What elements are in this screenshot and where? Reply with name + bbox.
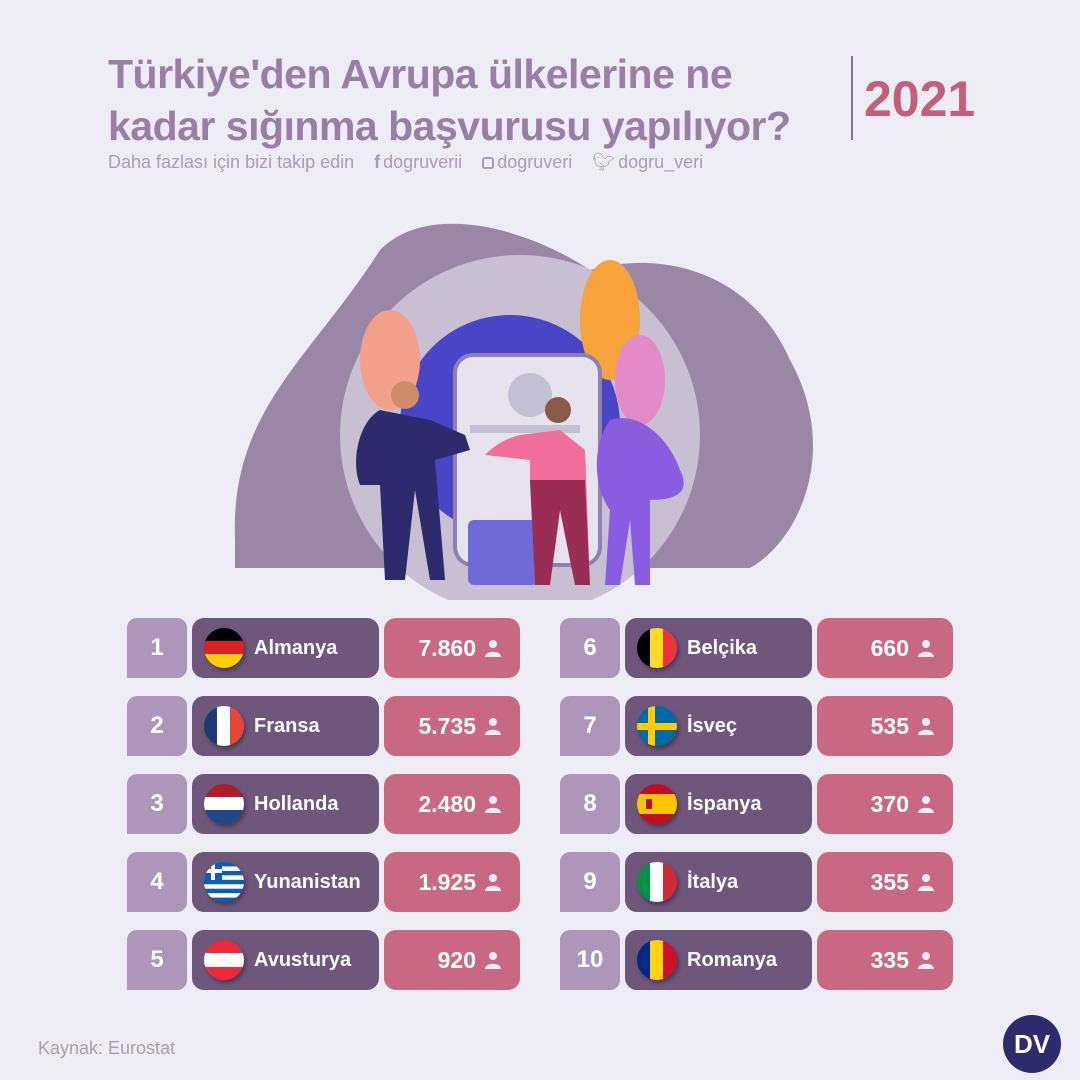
rank-badge: 9	[560, 852, 620, 912]
twitter-handle: dogru_veri	[618, 152, 704, 172]
count-value: 5.735	[418, 712, 476, 739]
person-icon	[485, 640, 501, 657]
country-name: İsveç	[687, 714, 738, 737]
flag-de-icon	[204, 628, 244, 668]
instagram-handle: dogruveri	[497, 152, 573, 172]
person-icon	[485, 796, 501, 813]
application-count: 370	[817, 774, 953, 834]
officer	[356, 410, 470, 580]
suitcase	[468, 520, 538, 585]
count-value: 355	[870, 868, 909, 895]
country-label: Belçika	[625, 618, 812, 678]
facebook-icon: f	[374, 152, 381, 172]
country-label: Hollanda	[192, 774, 379, 834]
person-icon	[918, 640, 934, 657]
woman	[596, 418, 684, 585]
year-label: 2021	[864, 71, 976, 127]
country-name: Yunanistan	[254, 870, 361, 893]
rank-badge: 4	[127, 852, 187, 912]
leaf-pink	[615, 335, 665, 425]
facebook-handle: dogruverii	[383, 152, 463, 172]
country-label: İtalya	[625, 852, 812, 912]
title-divider	[851, 56, 853, 140]
dogruveri-logo: DV	[1003, 1015, 1061, 1073]
count-value: 920	[437, 946, 476, 973]
flag-gr-icon	[204, 862, 244, 902]
count-value: 1.925	[418, 868, 476, 895]
count-value: 535	[870, 712, 909, 739]
application-count: 7.860	[384, 618, 520, 678]
person-icon	[485, 718, 501, 735]
country-name: Hollanda	[254, 792, 339, 815]
country-label: Yunanistan	[192, 852, 379, 912]
country-name: Avusturya	[254, 948, 352, 971]
country-label: Almanya	[192, 618, 379, 678]
page-title: Türkiye'den Avrupa ülkelerine ne kadar s…	[108, 51, 791, 149]
rank-badge: 6	[560, 618, 620, 678]
source-label: Kaynak: Eurostat	[38, 1038, 176, 1058]
flag-se-icon	[637, 706, 677, 746]
person-icon	[918, 718, 934, 735]
person-icon	[918, 874, 934, 891]
twitter-link[interactable]: 🐦︎ dogru_veri	[592, 152, 703, 173]
country-name: Romanya	[687, 948, 778, 971]
flag-at-icon	[204, 940, 244, 980]
rank-badge: 3	[127, 774, 187, 834]
count-value: 2.480	[418, 790, 476, 817]
flag-nl-icon	[204, 784, 244, 824]
rank-badge: 8	[560, 774, 620, 834]
flag-be-icon	[637, 628, 677, 668]
country-label: Avusturya	[192, 930, 379, 990]
asylum-illustration	[234, 223, 813, 600]
country-label: İspanya	[625, 774, 812, 834]
flag-es-icon	[637, 784, 677, 824]
application-count: 5.735	[384, 696, 520, 756]
country-label: İsveç	[625, 696, 812, 756]
application-count: 660	[817, 618, 953, 678]
twitter-icon: 🐦︎	[592, 152, 616, 172]
instagram-icon	[482, 156, 495, 169]
application-count: 1.925	[384, 852, 520, 912]
application-count: 920	[384, 930, 520, 990]
count-value: 370	[870, 790, 909, 817]
country-name: İtalya	[687, 870, 739, 893]
facebook-link[interactable]: f dogruverii	[374, 152, 462, 173]
country-name: Belçika	[687, 636, 758, 659]
application-count: 355	[817, 852, 953, 912]
follow-text: Daha fazlası için bizi takip edin	[108, 152, 355, 172]
person-icon	[918, 952, 934, 969]
application-count: 2.480	[384, 774, 520, 834]
flag-ro-icon	[637, 940, 677, 980]
rank-badge: 2	[127, 696, 187, 756]
rank-badge: 10	[560, 930, 620, 990]
count-value: 660	[870, 634, 909, 661]
person-icon	[485, 952, 501, 969]
instagram-link[interactable]: dogruveri	[482, 152, 572, 173]
person-icon	[485, 874, 501, 891]
country-label: Romanya	[625, 930, 812, 990]
country-name: İspanya	[687, 792, 762, 815]
application-count: 335	[817, 930, 953, 990]
flag-fr-icon	[204, 706, 244, 746]
rank-badge: 7	[560, 696, 620, 756]
count-value: 335	[870, 946, 909, 973]
country-name: Almanya	[254, 636, 338, 659]
person-icon	[918, 796, 934, 813]
rank-badge: 5	[127, 930, 187, 990]
application-count: 535	[817, 696, 953, 756]
rank-badge: 1	[127, 618, 187, 678]
country-label: Fransa	[192, 696, 379, 756]
social-bar: Daha fazlası için bizi takip edin f dogru…	[108, 152, 703, 173]
flag-it-icon	[637, 862, 677, 902]
country-name: Fransa	[254, 714, 320, 737]
count-value: 7.860	[418, 634, 476, 661]
